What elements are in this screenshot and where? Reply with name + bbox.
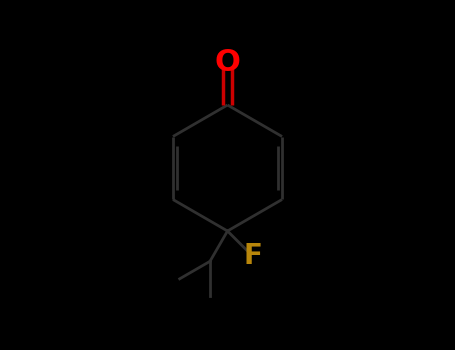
Text: F: F (243, 242, 262, 270)
Text: O: O (215, 48, 240, 77)
